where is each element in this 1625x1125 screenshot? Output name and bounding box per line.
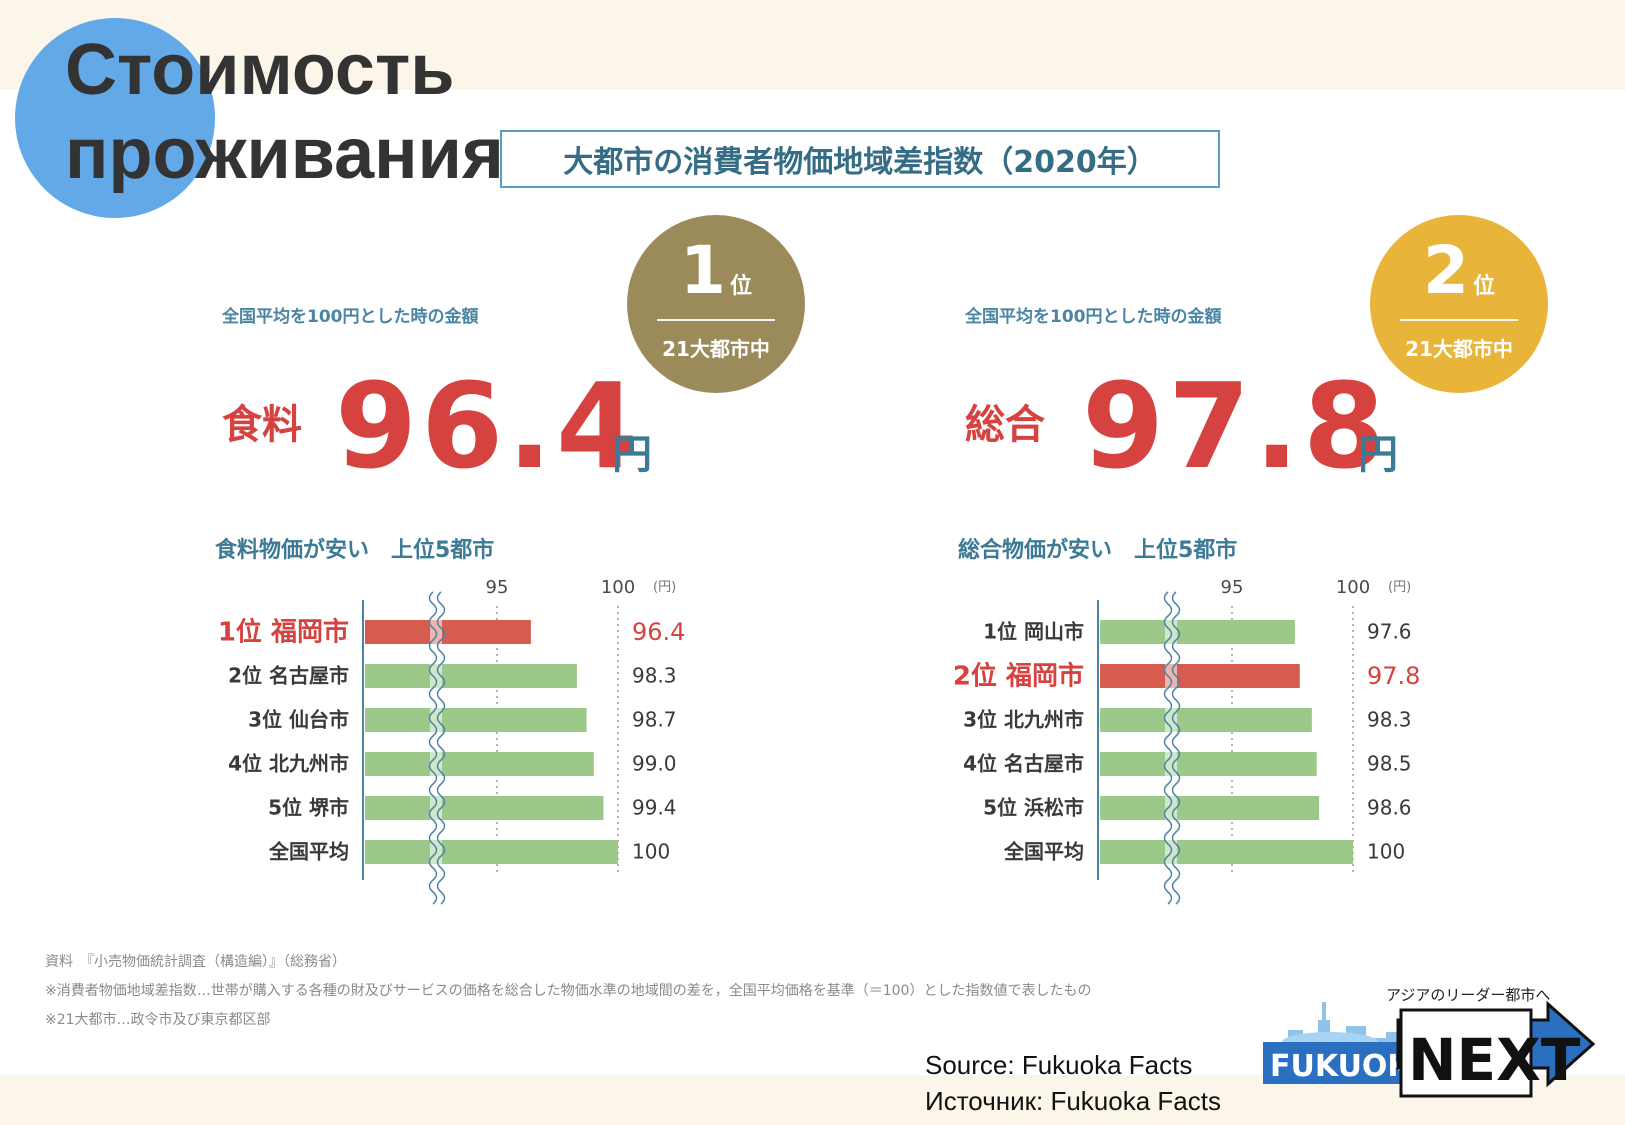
right-medal-sub: 21大都市中 <box>1405 337 1513 361</box>
right-medal-rank-number: 2 <box>1423 232 1469 309</box>
skyline-icon <box>1263 1002 1398 1042</box>
right-category-label-4: 5位 浜松市 <box>983 796 1084 820</box>
left-list-heading: 食料物価が安い 上位5都市 <box>215 538 495 563</box>
left-category-label-4: 5位 堺市 <box>268 796 349 820</box>
left-medal-sub: 21大都市中 <box>662 337 770 361</box>
left-bar-5 <box>365 840 618 864</box>
logo-fukuoka-box <box>1263 1042 1401 1084</box>
source-line-en: Source: Fukuoka Facts <box>925 1050 1193 1080</box>
left-value-label-4: 99.4 <box>632 796 677 820</box>
slide-title-line1: Стоимость <box>65 30 455 110</box>
right-category-label-2: 3位 北九州市 <box>963 708 1084 732</box>
right-big-label: 総合 <box>965 402 1045 448</box>
slide-panel <box>0 90 1625 1075</box>
left-axis-break-line-b <box>436 591 446 905</box>
right-bar-1 <box>1100 664 1300 688</box>
left-medal-rank-suffix: 位 <box>729 274 752 299</box>
source-credit: Source: Fukuoka Facts Источник: Fukuoka … <box>925 1047 1221 1119</box>
logo-word-next: NEXT <box>1408 1026 1581 1094</box>
slide-title: Стоимость проживания <box>65 28 504 196</box>
footnote-cities: ※21大都市…政令市及び東京都区部 <box>45 1012 271 1028</box>
logo-next-box <box>1399 1008 1533 1098</box>
right-category-label-0: 1位 岡山市 <box>983 620 1084 644</box>
left-big-label: 食料 <box>222 402 302 448</box>
footnote-definition: ※消費者物価地域差指数…世帯が購入する各種の財及びサービスの価格を総合した物価水… <box>45 983 1092 999</box>
right-category-label-3: 4位 名古屋市 <box>963 752 1084 776</box>
right-category-label-1: 2位 福岡市 <box>953 661 1084 692</box>
right-value-label-1: 97.8 <box>1367 662 1420 690</box>
left-medal-divider <box>657 319 775 321</box>
left-bar-chart: 95 100 (円) 1位 福岡市 96.4 2位 名古屋市 98.3 3位 仙台市 98.7 4… <box>218 580 685 905</box>
left-value-label-2: 98.7 <box>632 708 677 732</box>
left-category-label-3: 4位 北九州市 <box>228 752 349 776</box>
left-category-label-0: 1位 福岡市 <box>218 617 349 648</box>
right-bar-4 <box>1100 796 1320 820</box>
source-line-ru: Источник: Fukuoka Facts <box>925 1086 1221 1116</box>
left-bar-1 <box>365 664 577 688</box>
left-medal-rank-number: 1 <box>680 232 726 309</box>
right-subheading: 全国平均を100円とした時の金額 <box>965 307 1222 327</box>
left-bar-3 <box>365 752 594 776</box>
left-bar-4 <box>365 796 604 820</box>
left-axis-break-line-a <box>428 591 438 905</box>
right-value-label-3: 98.5 <box>1367 752 1412 776</box>
right-tick-label-100: 100 <box>1336 580 1370 598</box>
left-big-value: 96.4 <box>335 357 643 495</box>
left-yen-unit: 円 <box>612 432 652 478</box>
left-tick-label-95: 95 <box>486 580 509 598</box>
right-bar-chart: 95 100 (円) 1位 岡山市 97.6 2位 福岡市 97.8 3位 北九州市 98.3 4… <box>953 580 1420 905</box>
decorative-circle <box>15 18 215 218</box>
right-medal-rank-suffix: 位 <box>1472 274 1495 299</box>
right-bar-3 <box>1100 752 1317 776</box>
right-axis-break-line-a <box>1163 591 1173 905</box>
right-value-label-5: 100 <box>1367 840 1405 864</box>
left-bar-2 <box>365 708 587 732</box>
left-category-label-5: 全国平均 <box>268 840 349 864</box>
right-unit-label: (円) <box>1388 580 1411 595</box>
right-value-label-2: 98.3 <box>1367 708 1412 732</box>
right-bar-5 <box>1100 840 1353 864</box>
fukuoka-next-logo: アジアのリーダー都市へ FUKUOKA NEXT <box>1263 986 1596 1098</box>
right-bar-2 <box>1100 708 1312 732</box>
chart-title: 大都市の消費者物価地域差指数（2020年） <box>500 130 1220 188</box>
slide-title-line2: проживания <box>65 114 504 194</box>
logo-tagline: アジアのリーダー都市へ <box>1386 986 1550 1004</box>
left-value-label-0: 96.4 <box>632 618 685 646</box>
right-bar-0 <box>1100 620 1295 644</box>
right-value-label-0: 97.6 <box>1367 620 1412 644</box>
left-category-label-1: 2位 名古屋市 <box>228 664 349 688</box>
right-category-label-5: 全国平均 <box>1003 840 1084 864</box>
right-tick-label-95: 95 <box>1221 580 1244 598</box>
left-bar-0 <box>365 620 531 644</box>
footnote-source: 資料 『小売物価統計調査（構造編）』（総務省） <box>45 954 346 970</box>
left-value-label-1: 98.3 <box>632 664 677 688</box>
left-category-label-2: 3位 仙台市 <box>248 708 349 732</box>
right-list-heading: 総合物価が安い 上位5都市 <box>958 538 1238 563</box>
right-medal-divider <box>1400 319 1518 321</box>
left-value-label-5: 100 <box>632 840 670 864</box>
right-axis-break-line-b <box>1171 591 1181 905</box>
footnotes: 資料 『小売物価統計調査（構造編）』（総務省） ※消費者物価地域差指数…世帯が購… <box>45 948 1091 1035</box>
left-value-label-3: 99.0 <box>632 752 677 776</box>
left-subheading: 全国平均を100円とした時の金額 <box>222 307 479 327</box>
right-yen-unit: 円 <box>1358 432 1398 478</box>
left-unit-label: (円) <box>653 580 676 595</box>
right-big-value: 97.8 <box>1082 357 1390 495</box>
right-value-label-4: 98.6 <box>1367 796 1412 820</box>
left-tick-label-100: 100 <box>601 580 635 598</box>
